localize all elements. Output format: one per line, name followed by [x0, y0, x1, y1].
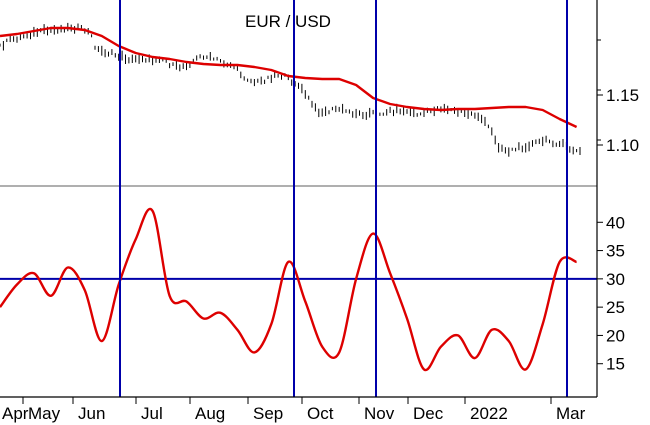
month-label: Apr	[2, 404, 29, 423]
price-tick-label: 1.15	[606, 86, 639, 105]
indicator-tick-label: 20	[606, 326, 625, 345]
month-label: Sep	[253, 404, 283, 423]
price-panel	[0, 22, 597, 187]
month-label: Oct	[307, 404, 334, 423]
month-label: Mar	[556, 404, 586, 423]
right-axis: 1.15 1.10 40 35 30 25 20 15	[596, 0, 639, 397]
indicator-tick-label: 40	[606, 213, 625, 232]
indicator-panel	[0, 0, 597, 397]
month-label: 2022	[470, 404, 508, 423]
moving-average-line	[0, 26, 578, 129]
chart-title: EUR / USD	[245, 12, 331, 31]
indicator-tick-label: 25	[606, 298, 625, 317]
month-label: Aug	[195, 404, 225, 423]
price-tick-label: 1.10	[606, 136, 639, 155]
x-axis: Apr May Jun Jul Aug Sep Oct Nov Dec 2022 Mar	[0, 396, 597, 423]
month-label: Dec	[413, 404, 444, 423]
month-label: Nov	[364, 404, 395, 423]
indicator-tick-label: 30	[606, 270, 625, 289]
month-label: May	[28, 404, 61, 423]
indicator-tick-label: 35	[606, 242, 625, 261]
month-label: Jul	[141, 404, 163, 423]
indicator-tick-label: 15	[606, 355, 625, 374]
indicator-line	[0, 207, 577, 372]
month-label: Jun	[78, 404, 105, 423]
